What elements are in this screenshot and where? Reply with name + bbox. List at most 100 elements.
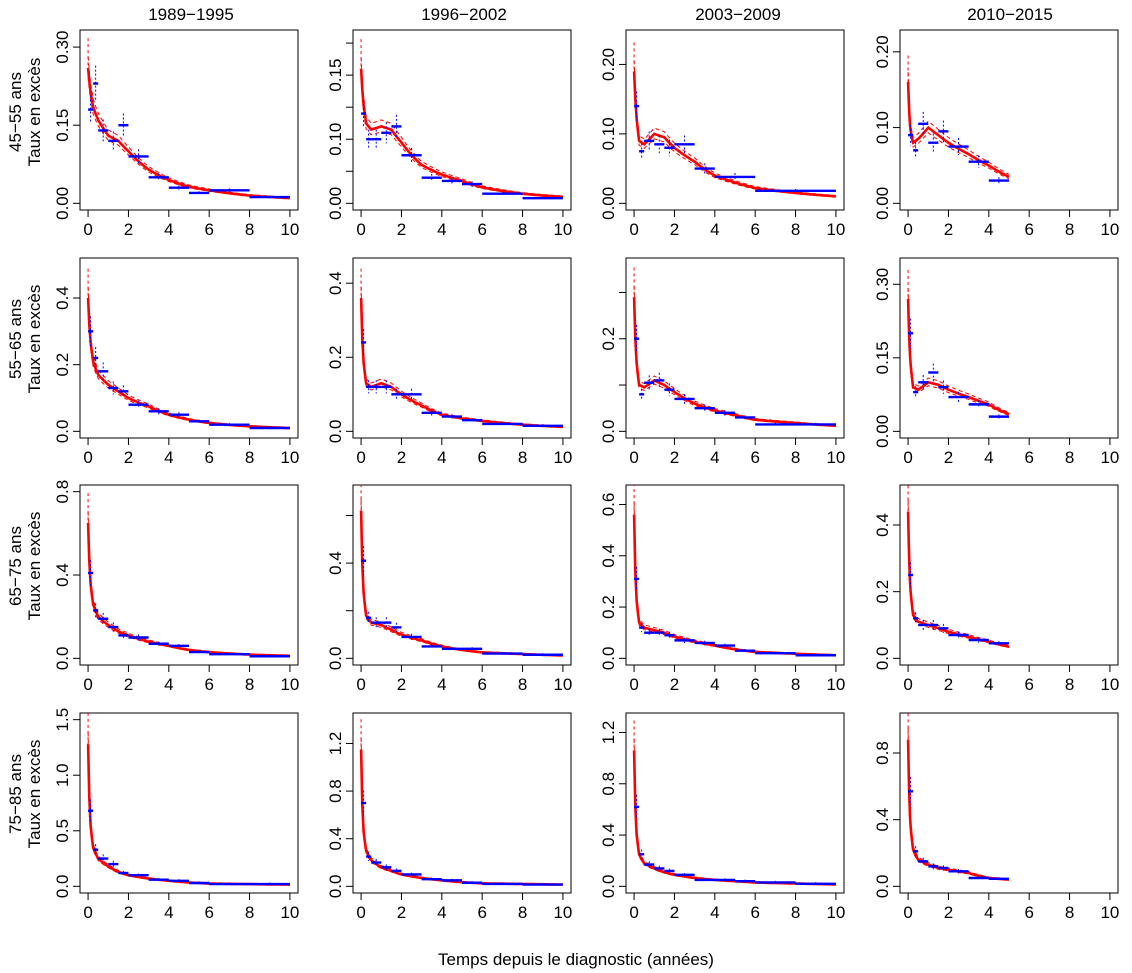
model-curve [906, 82, 1010, 178]
model-ci-lower [633, 759, 836, 885]
model-curve [632, 71, 837, 198]
plot-frame [899, 29, 1119, 211]
x-tick-label: 0 [83, 220, 92, 239]
x-tick-label: 10 [826, 903, 845, 922]
y-tick-label: 0.5 [53, 819, 72, 843]
y-tick-label: 0.20 [873, 35, 892, 68]
y-tick-label: 0.15 [873, 341, 892, 374]
x-tick-label: 0 [83, 448, 92, 467]
panel-r2-c3: 0 2 4 6 8 10 0.0 0.2 [599, 257, 845, 467]
plot-frame [625, 257, 845, 439]
x-tick-label: 6 [750, 220, 759, 239]
y-tick-label: 0.8 [53, 480, 72, 504]
row-label-1-rate: Taux en excès [25, 58, 44, 167]
x-tick-label: 0 [356, 448, 365, 467]
x-tick-label: 10 [1100, 220, 1119, 239]
x-tick-label: 8 [791, 675, 800, 694]
plot-frame [79, 712, 299, 894]
model-ci-lower [87, 754, 290, 886]
panel-r4-c2: 0 2 4 6 8 10 0.0 0.4 0.8 1.2 [326, 712, 572, 922]
plot-area [632, 720, 836, 886]
x-tick-label: 10 [1100, 448, 1119, 467]
y-tick-label: 0.8 [873, 741, 892, 765]
model-curve [86, 744, 290, 887]
x-tick-label: 2 [124, 675, 133, 694]
model-ci-upper [907, 72, 1010, 175]
plot-frame [899, 712, 1119, 894]
model-curve [359, 68, 564, 199]
plot-frame [352, 712, 572, 894]
plot-area [359, 719, 563, 887]
x-tick-label: 8 [518, 903, 527, 922]
y-tick-label: 0.4 [326, 271, 345, 295]
x-tick-label: 10 [553, 903, 572, 922]
panel-r1-c2: 0 2 4 6 8 10 0.00 0.10 0.15 [326, 29, 572, 239]
plot-area [86, 713, 290, 887]
y-tick-label: 0.15 [326, 59, 345, 92]
plot-area [359, 268, 564, 429]
model-ci-upper [633, 60, 836, 196]
row-label-4-age: 75−85 ans [6, 754, 25, 834]
x-tick-label: 2 [397, 903, 406, 922]
x-tick-label: 10 [1100, 675, 1119, 694]
x-tick-label: 8 [518, 220, 527, 239]
row-label-2-age: 55−65 ans [6, 299, 25, 379]
y-tick-label: 0.0 [599, 875, 618, 899]
y-tick-label: 0.4 [326, 827, 345, 851]
plot-area [86, 38, 290, 200]
x-tick-label: 10 [1100, 903, 1119, 922]
plot-area [86, 268, 290, 430]
x-tick-label: 4 [437, 903, 446, 922]
x-tick-label: 4 [710, 220, 719, 239]
y-tick-label: 1.0 [53, 763, 72, 787]
y-tick-label: 0.0 [599, 647, 618, 671]
x-tick-label: 0 [903, 448, 912, 467]
x-tick-label: 2 [124, 448, 133, 467]
x-tick-label: 10 [826, 220, 845, 239]
x-tick-label: 10 [553, 448, 572, 467]
model-curve [632, 297, 837, 428]
y-tick-label: 0.10 [873, 111, 892, 144]
y-tick-label: 0.4 [599, 823, 618, 847]
row-labels: 45−55 ans Taux en excès 55−65 ans Taux e… [6, 58, 44, 849]
panel-r3-c2: 0 2 4 6 8 10 0.0 0.4 [326, 484, 572, 694]
x-tick-label: 10 [280, 903, 299, 922]
row-label-2-rate: Taux en excès [25, 285, 44, 394]
model-curve [632, 750, 836, 886]
x-tick-label: 6 [204, 903, 213, 922]
x-tick-label: 2 [670, 448, 679, 467]
y-tick-label: 0.0 [53, 420, 72, 444]
panel-r2-c1: 0 2 4 6 8 10 0.0 0.2 0.4 [53, 257, 299, 467]
x-tick-label: 8 [791, 903, 800, 922]
x-tick-label: 6 [477, 675, 486, 694]
y-tick-label: 0.30 [873, 268, 892, 301]
x-tick-label: 2 [397, 448, 406, 467]
y-tick-label: 1.2 [599, 721, 618, 745]
x-tick-label: 6 [477, 220, 486, 239]
y-tick-label: 0.2 [599, 327, 618, 351]
x-tick-label: 2 [670, 903, 679, 922]
x-tick-label: 2 [944, 675, 953, 694]
x-tick-label: 4 [984, 220, 993, 239]
plot-area [86, 493, 290, 658]
model-curve [359, 510, 564, 657]
panel-r3-c1: 0 2 4 6 8 10 0.0 0.4 0.8 [53, 480, 299, 694]
plot-area [359, 39, 564, 200]
x-tick-label: 4 [437, 220, 446, 239]
x-tick-label: 8 [1065, 675, 1074, 694]
x-tick-label: 0 [83, 675, 92, 694]
panel-r1-c4: 0 2 4 6 8 10 0.00 0.10 0.20 [873, 29, 1119, 239]
panel-r2-c4: 0 2 4 6 8 10 0.00 0.15 0.30 [873, 257, 1119, 467]
model-ci-upper [87, 286, 290, 428]
model-ci-upper [633, 739, 836, 885]
plot-frame [352, 484, 572, 666]
y-tick-label: 0.0 [873, 875, 892, 899]
plot-area [632, 485, 837, 657]
col-titles: 1989−1995 1996−2002 2003−2009 2010−2015 [148, 5, 1053, 24]
x-tick-label: 2 [670, 220, 679, 239]
col-title-3: 2003−2009 [695, 5, 781, 24]
plot-area [906, 55, 1010, 185]
x-tick-label: 8 [245, 675, 254, 694]
x-tick-label: 2 [124, 220, 133, 239]
x-tick-label: 4 [164, 448, 173, 467]
